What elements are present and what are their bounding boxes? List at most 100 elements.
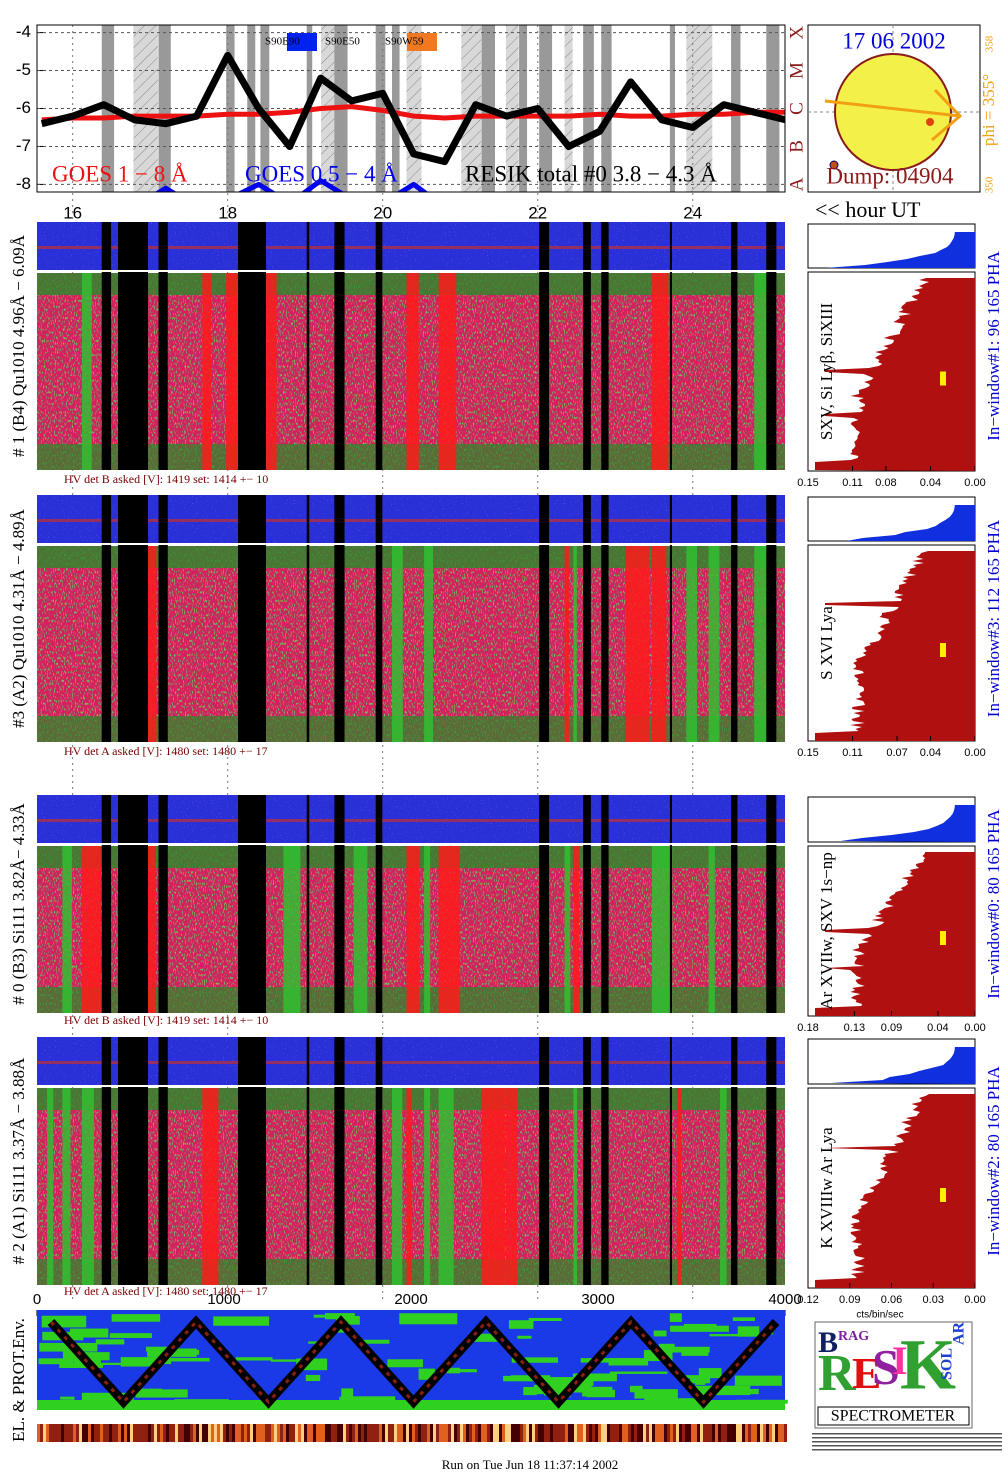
env-blob xyxy=(523,1387,537,1396)
logo-credits xyxy=(812,1449,1002,1451)
count-cell xyxy=(403,1424,406,1442)
env-blob xyxy=(403,1315,425,1323)
count-cell xyxy=(694,1424,697,1442)
count-cell xyxy=(475,1424,478,1442)
green-column xyxy=(686,546,697,742)
legend-label: RESIK total #0 3.8 − 4.3 Å xyxy=(465,161,717,186)
count-cell xyxy=(481,1424,484,1442)
gap-column xyxy=(583,1037,591,1285)
angle-bottom: 350 xyxy=(984,176,996,193)
env-blob xyxy=(296,1358,328,1371)
hist-tick-label: 0.18 xyxy=(797,1022,818,1034)
lines-label: K XVIIIw Ar Lya xyxy=(817,1127,836,1249)
count-cell xyxy=(496,1424,499,1442)
env-blob xyxy=(59,1363,104,1368)
gap-column xyxy=(306,795,310,1013)
count-cell xyxy=(649,1424,652,1442)
green-column xyxy=(424,546,434,742)
count-cell xyxy=(472,1424,475,1442)
green-column xyxy=(438,846,460,1013)
count-cell xyxy=(244,1424,247,1442)
count-cell xyxy=(640,1424,643,1442)
green-column xyxy=(406,1088,412,1285)
count-cell xyxy=(373,1424,376,1442)
count-cell xyxy=(673,1424,676,1442)
spectrum-histogram xyxy=(815,551,975,741)
env-label: EL. & PROT.Env. xyxy=(9,1318,28,1442)
env-blob xyxy=(533,1384,544,1395)
count-cell xyxy=(742,1424,745,1442)
count-cell xyxy=(130,1424,133,1442)
green-column xyxy=(81,846,101,1013)
gap-column xyxy=(334,795,345,1013)
gap-column xyxy=(539,495,550,742)
count-cell xyxy=(205,1424,208,1442)
class-label: M xyxy=(786,62,807,79)
gap-column xyxy=(766,1037,777,1285)
count-cell xyxy=(169,1424,172,1442)
gap-column xyxy=(334,1037,345,1285)
env-tick-label: 4000 xyxy=(768,1291,801,1308)
phi-label: phi = 355° xyxy=(979,74,998,146)
count-cell xyxy=(514,1424,517,1442)
count-cell xyxy=(181,1424,184,1442)
window-label: In−window#0: 80 165 PHA xyxy=(984,809,1003,999)
env-blob xyxy=(109,1333,152,1338)
env-tick-label: 0 xyxy=(33,1291,41,1308)
count-cell xyxy=(427,1424,430,1442)
count-cell xyxy=(121,1424,124,1442)
env-blob xyxy=(399,1313,458,1325)
count-cell xyxy=(415,1424,418,1442)
count-cell xyxy=(487,1424,490,1442)
count-cell xyxy=(37,1424,40,1442)
count-cell xyxy=(715,1424,718,1442)
hist-tick-label: 0.03 xyxy=(923,1294,944,1306)
count-cell xyxy=(178,1424,181,1442)
gap-column xyxy=(731,495,738,742)
hist-tick-label: 0.11 xyxy=(842,747,863,759)
count-cell xyxy=(235,1424,238,1442)
y-tick-label: -6 xyxy=(16,98,31,117)
count-cell xyxy=(349,1424,352,1442)
green-column xyxy=(283,846,301,1013)
hist-tick-label: 0.09 xyxy=(839,1294,860,1306)
count-cell xyxy=(175,1424,178,1442)
logo-letter: SOL xyxy=(939,1348,956,1380)
count-cell xyxy=(691,1424,694,1442)
count-cell xyxy=(106,1424,109,1442)
env-blob xyxy=(658,1343,675,1348)
count-cell xyxy=(226,1424,229,1442)
count-cell xyxy=(364,1424,367,1442)
count-cell xyxy=(358,1424,361,1442)
env-blob xyxy=(418,1368,435,1380)
hist-tick-label: 0.08 xyxy=(875,477,896,489)
count-cell xyxy=(172,1424,175,1442)
count-cell xyxy=(409,1424,412,1442)
panel-label: # 0 (B3) Si111 3.82Å− 4.33Å xyxy=(9,803,28,1005)
gray-band xyxy=(260,25,270,192)
hist-tick-label: 0.07 xyxy=(886,747,907,759)
count-cell xyxy=(430,1424,433,1442)
window-label: In−window#2: 80 165 PHA xyxy=(984,1066,1003,1256)
env-blob xyxy=(503,1375,547,1382)
count-cell xyxy=(583,1424,586,1442)
count-cell xyxy=(250,1424,253,1442)
hist-tick-label: 0.15 xyxy=(797,477,818,489)
count-cell xyxy=(385,1424,388,1442)
count-cell xyxy=(394,1424,397,1442)
count-cell xyxy=(727,1424,730,1442)
window-marker xyxy=(940,371,946,386)
logo-letter: B xyxy=(818,1326,838,1359)
hist-tick-label: 0.00 xyxy=(964,747,985,759)
gap-column xyxy=(539,222,550,470)
gray-band xyxy=(247,25,256,192)
hist-tick-label: 0.12 xyxy=(797,1294,818,1306)
count-cell xyxy=(352,1424,355,1442)
count-cell xyxy=(103,1424,106,1442)
green-column xyxy=(573,846,580,1013)
gap-column xyxy=(375,795,383,1013)
green-column xyxy=(392,1088,403,1285)
count-cell xyxy=(484,1424,487,1442)
count-cell xyxy=(607,1424,610,1442)
count-cell xyxy=(253,1424,256,1442)
